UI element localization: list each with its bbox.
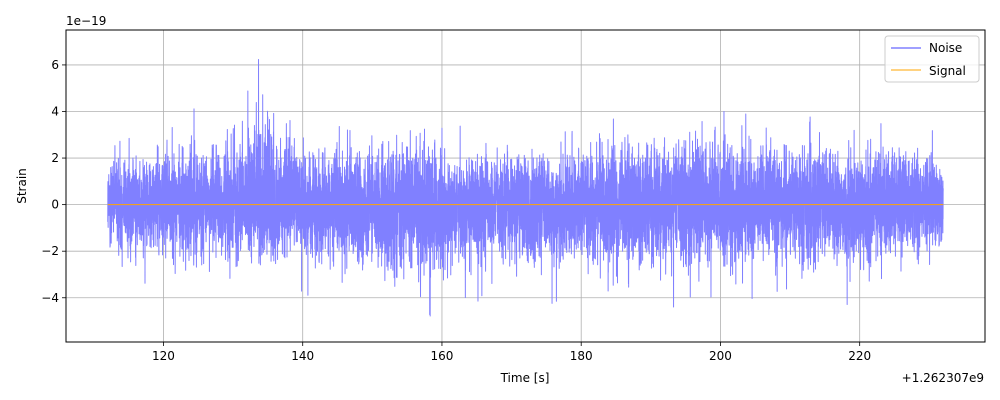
y-tick-label: −2 <box>41 244 59 258</box>
plot-series <box>107 58 944 317</box>
x-axis-ticks: 120 140 160 180 200 220 <box>152 342 871 363</box>
x-axis-label: Time [s] <box>500 371 550 385</box>
noise-series-line <box>107 58 944 317</box>
axes-frame <box>65 29 986 343</box>
y-axis-label: Strain <box>15 168 29 204</box>
y-tick-label: −4 <box>41 291 59 305</box>
x-tick-label: 120 <box>152 349 175 363</box>
x-tick-label: 220 <box>848 349 871 363</box>
legend-signal-label: Signal <box>929 64 966 78</box>
x-tick-label: 180 <box>570 349 593 363</box>
y-tick-label: 0 <box>51 198 59 212</box>
x-tick-label: 140 <box>291 349 314 363</box>
x-offset-label: +1.262307e9 <box>902 371 984 385</box>
y-tick-label: 2 <box>51 151 59 165</box>
y-tick-label: 4 <box>51 104 59 118</box>
x-tick-label: 160 <box>431 349 454 363</box>
y-scale-label: 1e−19 <box>66 14 106 28</box>
x-tick-label: 200 <box>709 349 732 363</box>
legend: Noise Signal <box>884 35 980 83</box>
legend-noise-label: Noise <box>929 41 962 55</box>
y-tick-label: 6 <box>51 58 59 72</box>
y-axis-ticks: −4 −2 0 2 4 6 <box>41 58 66 305</box>
